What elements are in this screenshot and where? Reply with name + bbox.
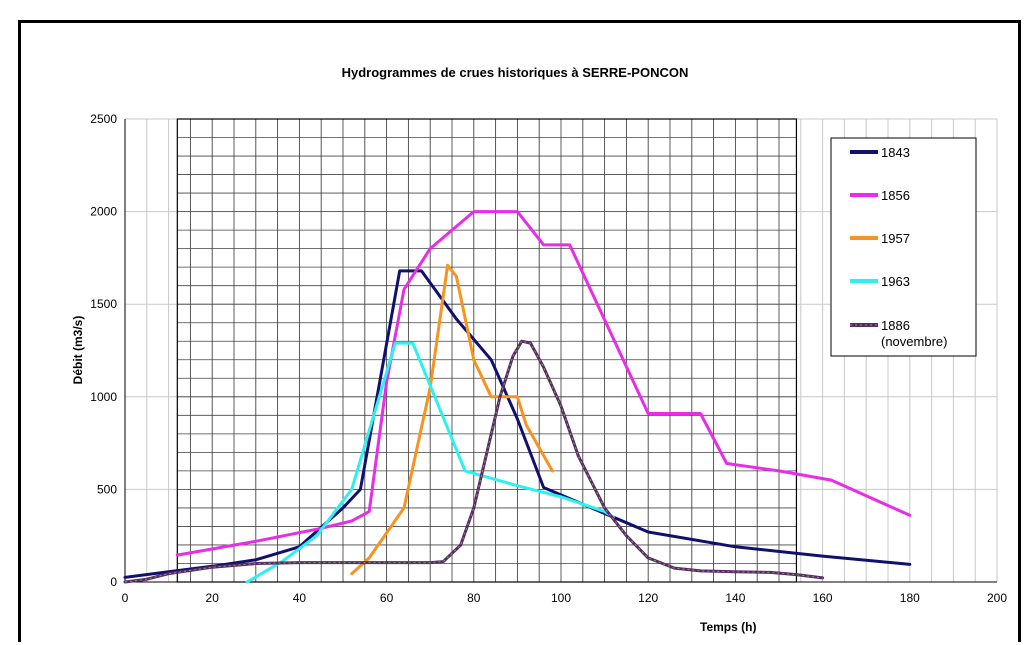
series-line-1963 <box>245 341 615 584</box>
legend-label: 1843 <box>881 145 910 160</box>
chart-frame <box>18 20 1021 642</box>
legend-box <box>830 137 977 357</box>
x-tick-label: 100 <box>551 591 571 605</box>
x-tick-label: 80 <box>467 591 481 605</box>
chart-title: Hydrogrammes de crues historiques à SERR… <box>342 65 689 80</box>
tick-labels: 0 20 40 60 80 100 120 140 160 180 2000500100015002… <box>90 112 1007 605</box>
y-axis-label: Débit (m3/s) <box>71 316 85 385</box>
legend-label: 1856 <box>881 188 910 203</box>
legend-label: 1886 <box>881 318 910 333</box>
x-tick-label: 160 <box>813 591 833 605</box>
legend-label: 1957 <box>881 231 910 246</box>
x-tick-label: 120 <box>638 591 658 605</box>
x-tick-label: 0 <box>122 591 129 605</box>
series-line-1957 <box>350 263 554 576</box>
x-tick-label: 200 <box>987 591 1007 605</box>
x-tick-label: 60 <box>380 591 394 605</box>
y-tick-label: 2000 <box>90 205 117 219</box>
x-tick-label: 40 <box>293 591 307 605</box>
x-tick-label: 20 <box>206 591 220 605</box>
y-tick-label: 0 <box>110 575 117 589</box>
x-tick-label: 180 <box>900 591 920 605</box>
y-tick-label: 500 <box>97 482 117 496</box>
x-axis-label: Temps (h) <box>700 620 756 634</box>
series-line-1843 <box>123 269 912 579</box>
legend-label-sub: (novembre) <box>881 334 947 349</box>
dense-grid-border <box>176 118 798 583</box>
x-tick-label: 140 <box>725 591 745 605</box>
legend-label: 1963 <box>881 274 910 289</box>
y-tick-label: 2500 <box>90 112 117 126</box>
y-tick-label: 1000 <box>90 390 117 404</box>
y-tick-label: 1500 <box>90 297 117 311</box>
series-line-1856 <box>175 210 912 557</box>
series-line-1886-dots <box>124 340 823 583</box>
legend: 1843 1856 1957 1963 1886(novembre) <box>830 137 977 357</box>
series-group <box>123 210 912 584</box>
